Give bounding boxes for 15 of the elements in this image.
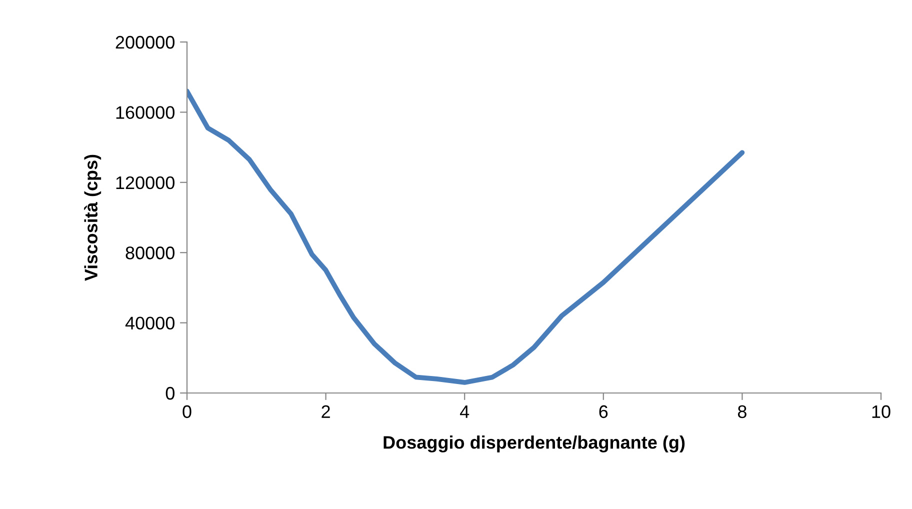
y-tick-label: 160000 bbox=[116, 106, 174, 119]
y-axis-title: Viscosità (cps) bbox=[84, 154, 102, 281]
y-tick-label: 0 bbox=[166, 386, 174, 400]
x-tick-label: 8 bbox=[738, 405, 746, 418]
y-tick-label: 200000 bbox=[116, 36, 174, 49]
y-tick-label: 120000 bbox=[116, 176, 174, 190]
x-tick-label: 6 bbox=[599, 405, 608, 418]
y-tick-label: 80000 bbox=[126, 246, 174, 260]
line-series bbox=[187, 88, 745, 385]
y-tick-label: 40000 bbox=[125, 316, 174, 330]
x-tick-label: 0 bbox=[182, 405, 192, 418]
x-tick-label: 2 bbox=[322, 405, 330, 418]
x-tick-label: 4 bbox=[460, 405, 470, 418]
x-tick-label: 10 bbox=[872, 405, 890, 418]
x-axis-title: Dosaggio disperdente/bagnante (g) bbox=[384, 436, 685, 452]
